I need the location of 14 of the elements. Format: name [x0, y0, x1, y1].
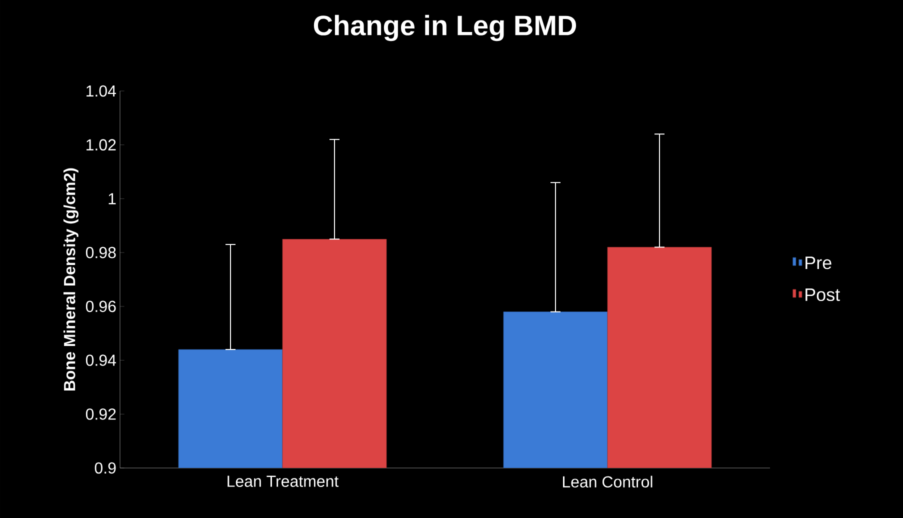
legend-label: Post	[806, 288, 840, 302]
y-axis-title: Bone Mineral Density (g/cm2)	[63, 168, 78, 390]
y-tick-label: 0.9	[94, 462, 116, 474]
y-tick-label: 0.96	[86, 300, 116, 312]
y-tick-label: 0.92	[86, 408, 116, 420]
y-tick-label: 1.02	[86, 139, 116, 151]
y-tick-label: 0.98	[86, 246, 116, 258]
chart-title: Change in Leg BMD	[314, 14, 576, 42]
x-tick-label: Lean Control	[563, 476, 652, 488]
y-tick-label: 0.94	[86, 354, 116, 366]
legend-label: Pre	[806, 256, 832, 270]
y-tick-label: 1	[108, 193, 116, 204]
y-tick-label: 1.04	[86, 85, 116, 97]
x-tick-label: Lean Treatment	[228, 476, 339, 487]
